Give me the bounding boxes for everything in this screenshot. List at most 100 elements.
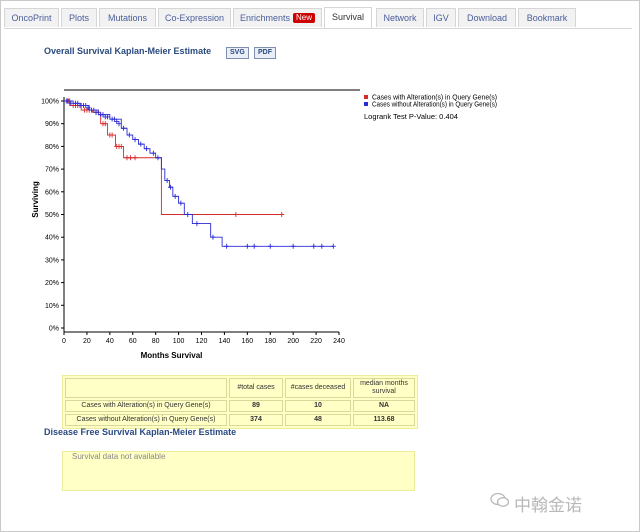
censor-mark-series-1 [178, 200, 184, 206]
wechat-icon [490, 492, 510, 507]
y-tick-label: 50% [45, 212, 59, 219]
svg-download-button[interactable]: SVG [226, 47, 249, 59]
censor-mark-series-0 [233, 212, 239, 217]
stats-header-cell: median months survival [353, 378, 415, 398]
censor-mark-series-1 [144, 146, 149, 152]
survival-stats-table: #total cases #cases deceased median mont… [62, 375, 418, 429]
stats-header-row: #total cases #cases deceased median mont… [65, 378, 415, 398]
censor-mark-series-1 [319, 243, 325, 249]
censor-mark-series-0 [132, 155, 138, 161]
pdf-download-button[interactable]: PDF [254, 47, 276, 59]
disease-free-title: Disease Free Survival Kaplan-Meier Estim… [44, 427, 237, 437]
censor-mark-series-1 [172, 193, 178, 199]
stats-cell: 48 [285, 414, 351, 426]
stats-cell: 89 [229, 400, 283, 412]
censor-mark-series-1 [164, 177, 170, 183]
legend-label-series-1: Cases without Alteration(s) in Query Gen… [372, 100, 497, 109]
x-tick-label: 40 [106, 338, 114, 345]
y-tick-label: 60% [45, 189, 59, 196]
censor-mark-series-1 [91, 107, 97, 113]
censor-mark-series-1 [168, 184, 174, 190]
censor-mark-series-0 [102, 121, 108, 127]
tab-download[interactable]: Download [458, 8, 516, 27]
censor-mark-series-1 [105, 114, 111, 120]
tab-oncoprint[interactable]: OncoPrint [4, 8, 59, 27]
censor-mark-series-1 [121, 125, 127, 131]
y-tick-label: 0% [49, 326, 59, 333]
censor-mark-series-0 [109, 132, 115, 138]
censor-mark-series-1 [150, 150, 156, 156]
legend-swatch-series-1 [364, 102, 368, 106]
y-tick-label: 100% [41, 99, 59, 106]
x-tick-label: 60 [129, 338, 137, 345]
logrank-text: Logrank Test P-Value: 0.404 [364, 112, 458, 121]
stats-cell: NA [353, 400, 415, 412]
tab-plots[interactable]: Plots [61, 8, 97, 27]
y-tick-label: 40% [45, 235, 59, 242]
censor-mark-series-1 [75, 100, 81, 106]
x-tick-label: 240 [333, 338, 345, 345]
tab-bookmark[interactable]: Bookmark [518, 8, 576, 27]
x-tick-label: 80 [152, 338, 160, 345]
censor-mark-series-1 [68, 100, 74, 106]
censor-mark-series-1 [126, 132, 132, 138]
censor-mark-series-1 [185, 212, 191, 217]
km-curve-series-0 [64, 100, 282, 215]
censor-mark-series-1 [290, 243, 296, 249]
y-tick-label: 30% [45, 257, 59, 264]
y-axis-label: Surviving [31, 181, 40, 218]
censor-mark-series-1 [85, 105, 91, 111]
censor-mark-series-1 [83, 103, 89, 109]
censor-mark-series-0 [127, 155, 133, 161]
stats-header-cell: #cases deceased [285, 378, 351, 398]
watermark-text: 中翰金诺 [514, 496, 582, 515]
censor-mark-series-1 [194, 221, 200, 227]
x-tick-label: 0 [62, 338, 66, 345]
km-curve-series-1 [64, 100, 334, 247]
censor-mark-series-1 [93, 109, 99, 115]
censor-mark-series-0 [279, 212, 285, 217]
stats-cell: Cases without Alteration(s) in Query Gen… [65, 414, 227, 426]
stats-cell: 374 [229, 414, 283, 426]
legend-label-series-0: Cases with Alteration(s) in Query Gene(s… [372, 93, 497, 102]
censor-mark-series-1 [67, 98, 73, 104]
censor-mark-series-1 [244, 243, 250, 249]
x-tick-label: 200 [287, 338, 299, 345]
censor-mark-series-1 [224, 243, 230, 249]
censor-mark-series-1 [155, 155, 161, 161]
tab-igv[interactable]: IGV [426, 8, 456, 27]
stats-row: Cases with Alteration(s) in Query Gene(s… [65, 400, 415, 412]
x-axis-label: Months Survival [141, 351, 203, 360]
tab-network[interactable]: Network [376, 8, 424, 27]
censor-mark-series-1 [138, 141, 144, 147]
censor-mark-series-0 [118, 143, 124, 149]
tab-survival[interactable]: Survival [324, 7, 372, 28]
stats-cell: Cases with Alteration(s) in Query Gene(s… [65, 400, 227, 412]
censor-mark-series-1 [100, 112, 106, 118]
censor-mark-series-1 [210, 234, 216, 240]
censor-mark-series-1 [330, 243, 336, 249]
y-tick-label: 80% [45, 144, 59, 151]
censor-mark-series-1 [116, 121, 122, 127]
stats-cell: 10 [285, 400, 351, 412]
x-tick-label: 220 [310, 338, 322, 345]
x-tick-label: 100 [173, 338, 185, 345]
tab-mutations[interactable]: Mutations [99, 8, 156, 27]
censor-mark-series-1 [111, 116, 117, 122]
censor-mark-series-1 [267, 243, 273, 249]
censor-mark-series-1 [132, 137, 138, 143]
stats-cell: 113.68 [353, 414, 415, 426]
no-data-panel: Survival data not available [62, 451, 415, 491]
y-tick-label: 20% [45, 280, 59, 287]
tab-underline [4, 28, 632, 29]
tab-co-expression[interactable]: Co-Expression [158, 8, 231, 27]
stats-row: Cases without Alteration(s) in Query Gen… [65, 414, 415, 426]
x-tick-label: 160 [241, 338, 253, 345]
tab-enrichments-label: Enrichments [239, 13, 290, 23]
y-tick-label: 90% [45, 121, 59, 128]
new-badge: New [293, 13, 316, 23]
tab-enrichments[interactable]: Enrichments New [233, 8, 322, 27]
censor-mark-series-1 [311, 243, 317, 249]
no-data-message: Survival data not available [72, 452, 166, 461]
y-tick-label: 70% [45, 167, 59, 174]
